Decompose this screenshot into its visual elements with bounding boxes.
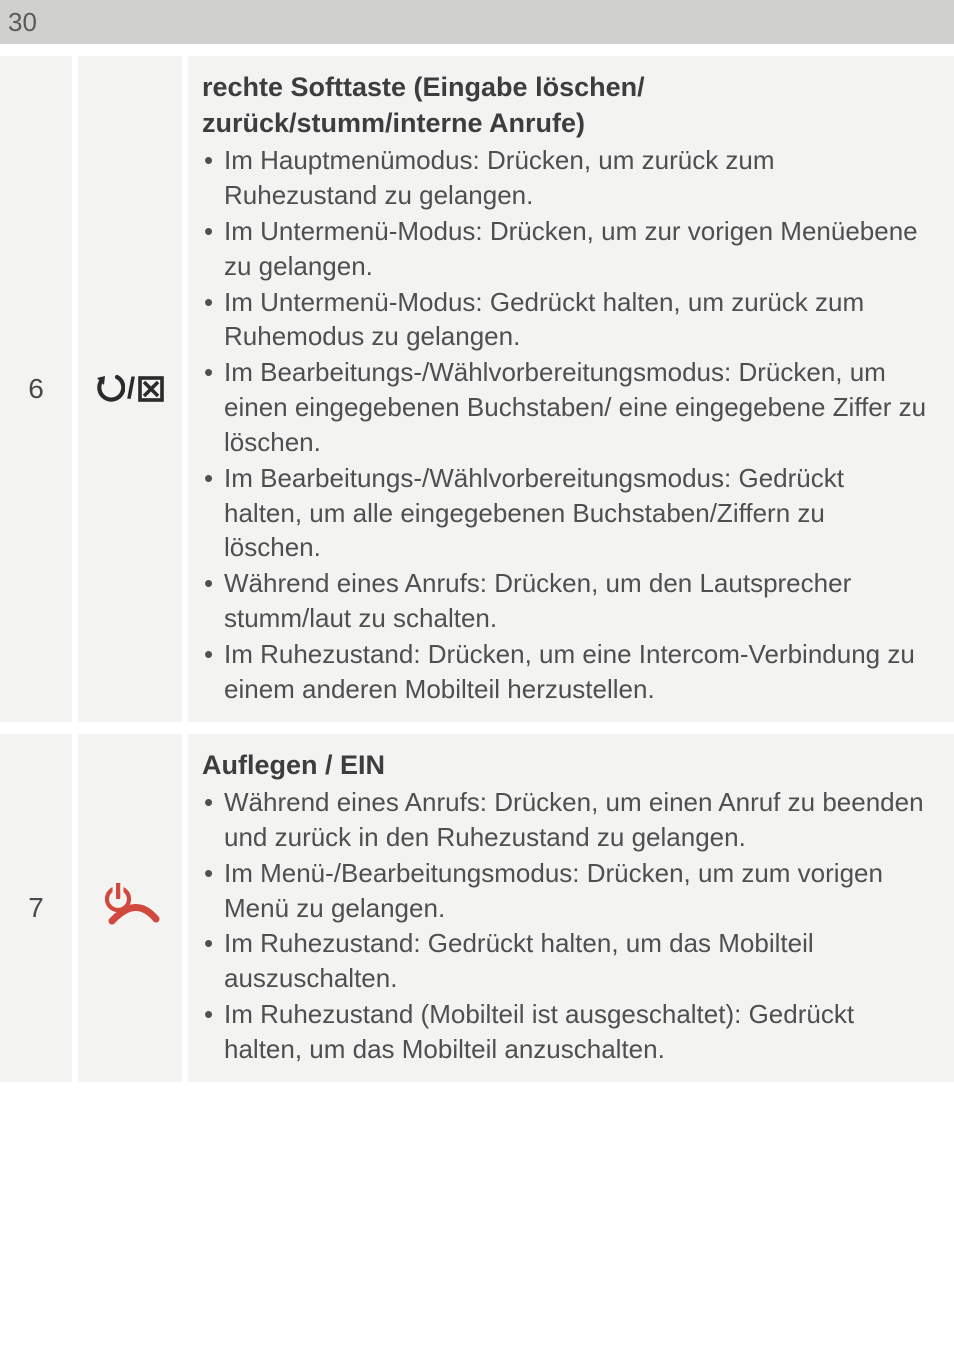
heading-line: zurück/stumm/interne Anrufe) [202, 108, 585, 138]
row-gap [0, 44, 954, 56]
key-number: 6 [28, 373, 44, 404]
list-item: Im Ruhezustand: Drücken, um eine Interco… [202, 637, 928, 707]
key-description-cell: Auflegen / EIN Während eines Anrufs: Drü… [188, 734, 954, 1082]
list-item: Im Bearbeitungs-/Wählvorbereitungsmodus:… [202, 355, 928, 459]
page-number: 30 [8, 7, 37, 38]
manual-page: 30 6 / [0, 0, 954, 1350]
undo-delete-icon: / [95, 372, 165, 406]
list-item: Im Menü-/Bearbeitungsmodus: Drücken, um … [202, 856, 928, 926]
key-number: 7 [28, 892, 44, 923]
key-number-cell: 6 [0, 56, 72, 722]
key-bullet-list: Im Hauptmenümodus: Drücken, um zurück zu… [202, 143, 928, 706]
list-item: Im Bearbeitungs-/Wählvorbereitungsmodus:… [202, 461, 928, 565]
table-row: 7 [0, 734, 954, 1082]
key-heading: rechte Softtaste (Eingabe löschen/ zurüc… [202, 70, 928, 141]
row-gap [0, 722, 954, 734]
list-item: Im Untermenü-Modus: Gedrückt halten, um … [202, 285, 928, 355]
table-row: 6 / [0, 56, 954, 722]
heading-line: rechte Softtaste (Eingabe löschen/ [202, 72, 645, 102]
key-description-cell: rechte Softtaste (Eingabe löschen/ zurüc… [188, 56, 954, 722]
key-reference-table: 6 / [0, 44, 954, 1082]
heading-line: Auflegen / EIN [202, 750, 385, 780]
list-item: Im Hauptmenümodus: Drücken, um zurück zu… [202, 143, 928, 213]
key-bullet-list: Während eines Anrufs: Drücken, um einen … [202, 785, 928, 1067]
key-heading: Auflegen / EIN [202, 748, 928, 784]
list-item: Im Untermenü-Modus: Drücken, um zur vori… [202, 214, 928, 284]
list-item: Im Ruhezustand (Mobilteil ist ausgeschal… [202, 997, 928, 1067]
key-icon-cell: / [78, 56, 182, 722]
key-number-cell: 7 [0, 734, 72, 1082]
key-icon-cell [78, 734, 182, 1082]
power-hangup-icon [100, 877, 160, 938]
list-item: Während eines Anrufs: Drücken, um den La… [202, 566, 928, 636]
list-item: Im Ruhezustand: Gedrückt halten, um das … [202, 926, 928, 996]
page-header-bar: 30 [0, 0, 954, 44]
list-item: Während eines Anrufs: Drücken, um einen … [202, 785, 928, 855]
